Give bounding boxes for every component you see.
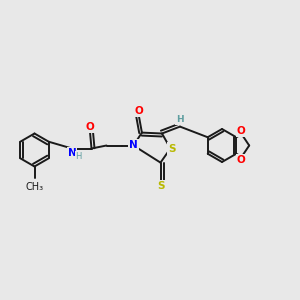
- Text: O: O: [237, 126, 245, 136]
- Text: O: O: [237, 155, 245, 165]
- Text: O: O: [85, 122, 94, 132]
- Text: CH₃: CH₃: [26, 182, 44, 191]
- Text: H: H: [176, 116, 184, 124]
- Text: N: N: [68, 148, 76, 158]
- Text: H: H: [76, 152, 82, 161]
- Text: N: N: [129, 140, 138, 151]
- Text: S: S: [168, 143, 176, 154]
- Text: O: O: [134, 106, 143, 116]
- Text: S: S: [157, 181, 164, 191]
